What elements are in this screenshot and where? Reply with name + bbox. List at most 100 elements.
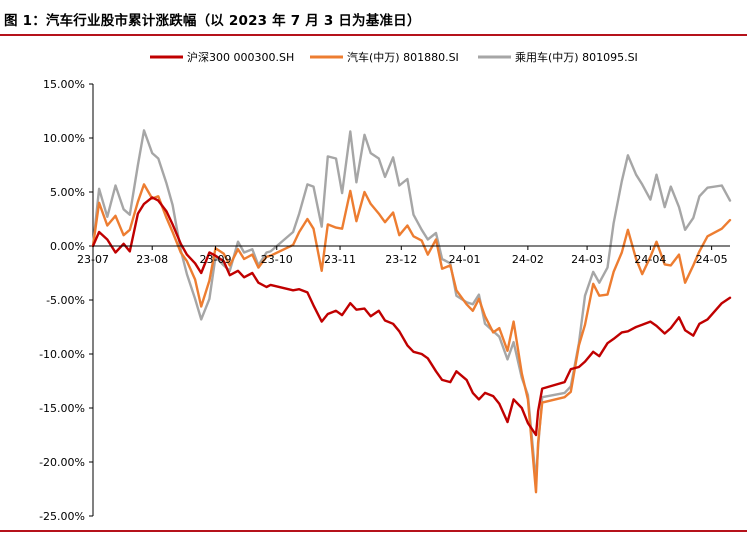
legend: 沪深300 000300.SH 汽车(中万) 801880.SI 乘用车(中万) 8… bbox=[150, 50, 638, 64]
data-point bbox=[355, 181, 357, 183]
data-point bbox=[137, 164, 139, 166]
data-point bbox=[655, 241, 658, 243]
data-point bbox=[537, 442, 539, 444]
data-point bbox=[627, 229, 629, 231]
data-point bbox=[570, 391, 572, 393]
data-point bbox=[349, 190, 351, 192]
data-point bbox=[321, 226, 323, 228]
data-point bbox=[306, 218, 308, 220]
data-point bbox=[123, 208, 125, 210]
data-point bbox=[649, 199, 652, 201]
figure-title: 图 1：汽车行业股市累计涨跌幅（以 2023 年 7 月 3 日为基准日） bbox=[4, 13, 421, 29]
data-point bbox=[341, 314, 343, 316]
data-point bbox=[729, 219, 731, 221]
data-point bbox=[698, 195, 701, 197]
data-point bbox=[421, 353, 423, 355]
data-point bbox=[592, 351, 594, 353]
data-point bbox=[327, 223, 329, 225]
data-point bbox=[541, 402, 543, 404]
data-point bbox=[208, 280, 210, 282]
data-point bbox=[349, 302, 351, 304]
data-point bbox=[406, 178, 408, 180]
data-point bbox=[257, 267, 259, 269]
data-point bbox=[186, 273, 188, 275]
data-point bbox=[598, 282, 600, 284]
data-point bbox=[635, 174, 637, 176]
x-tick-label: 23-10 bbox=[261, 253, 293, 266]
data-point bbox=[535, 434, 537, 436]
data-point bbox=[243, 251, 245, 254]
data-point bbox=[412, 351, 415, 353]
data-point bbox=[298, 288, 300, 290]
data-point bbox=[564, 396, 566, 398]
x-tick-label: 23-11 bbox=[324, 253, 356, 266]
data-point bbox=[592, 283, 594, 285]
data-point bbox=[165, 210, 168, 212]
data-point bbox=[312, 228, 315, 230]
data-point bbox=[229, 264, 231, 266]
data-point bbox=[613, 271, 615, 273]
data-point bbox=[606, 267, 609, 269]
data-point bbox=[223, 264, 225, 266]
data-point bbox=[143, 183, 145, 185]
x-tick-label: 24-04 bbox=[634, 253, 666, 266]
data-point bbox=[441, 258, 443, 260]
data-point bbox=[584, 324, 586, 326]
data-point bbox=[472, 310, 474, 312]
data-point bbox=[627, 154, 629, 156]
data-point bbox=[513, 398, 515, 400]
y-tick-label: -5.00% bbox=[46, 294, 85, 307]
data-point bbox=[229, 274, 231, 276]
data-point bbox=[578, 366, 580, 368]
data-point bbox=[698, 250, 701, 252]
data-point bbox=[498, 336, 500, 338]
data-point bbox=[621, 180, 623, 182]
y-tick-label: -10.00% bbox=[39, 348, 85, 361]
data-point bbox=[270, 284, 272, 286]
data-point bbox=[613, 338, 615, 340]
data-point bbox=[641, 183, 643, 185]
data-point bbox=[151, 196, 153, 198]
data-point bbox=[172, 223, 174, 225]
legend-label: 乘用车(中万) 801095.SI bbox=[515, 50, 638, 64]
data-point bbox=[484, 392, 486, 394]
data-point bbox=[427, 357, 429, 359]
data-point bbox=[684, 282, 686, 284]
data-point bbox=[98, 202, 100, 204]
data-point bbox=[398, 234, 400, 236]
data-point bbox=[678, 206, 680, 208]
data-point bbox=[398, 184, 400, 187]
data-point bbox=[684, 229, 686, 231]
data-point bbox=[641, 273, 643, 275]
data-point bbox=[335, 157, 337, 160]
data-point bbox=[208, 251, 210, 254]
data-point bbox=[435, 370, 437, 372]
data-point bbox=[606, 294, 609, 296]
x-axis: 23-07 23-08 23-09 23-10 23-11 23-12 24-01 24-02… bbox=[77, 245, 730, 266]
y-tick-label: -25.00% bbox=[39, 510, 85, 523]
data-point bbox=[392, 323, 394, 325]
data-point bbox=[621, 251, 623, 254]
data-point bbox=[427, 254, 429, 256]
data-point bbox=[257, 282, 259, 284]
data-point bbox=[363, 191, 366, 193]
y-tick-label: 0.00% bbox=[50, 240, 85, 253]
data-point bbox=[506, 421, 509, 423]
data-point bbox=[363, 308, 366, 310]
data-point bbox=[455, 289, 457, 291]
data-point bbox=[123, 243, 125, 245]
x-tick-label: 24-01 bbox=[449, 253, 481, 266]
data-point bbox=[370, 315, 372, 317]
data-point bbox=[692, 217, 694, 219]
data-point bbox=[194, 262, 196, 264]
data-point bbox=[186, 254, 188, 256]
data-point bbox=[243, 276, 245, 278]
data-point bbox=[692, 264, 694, 266]
data-point bbox=[292, 244, 294, 246]
data-point bbox=[537, 410, 539, 412]
data-point bbox=[157, 200, 159, 202]
data-point bbox=[98, 231, 100, 233]
data-point bbox=[649, 256, 652, 258]
data-point bbox=[137, 213, 139, 215]
data-point bbox=[664, 332, 666, 335]
